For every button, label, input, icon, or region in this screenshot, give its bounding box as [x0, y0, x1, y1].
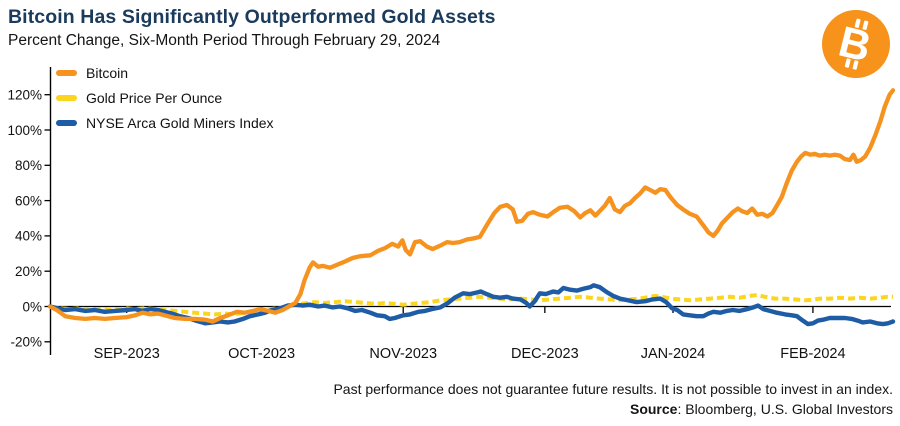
y-tick-label: 100% [7, 123, 42, 138]
y-tick-label: 20% [15, 264, 42, 279]
gold-line-swatch [56, 95, 77, 101]
source-label: Source [629, 401, 678, 417]
y-tick-label: 40% [15, 229, 42, 244]
legend-item-gold-miners: NYSE Arca Gold Miners Index [56, 114, 274, 132]
legend-label: NYSE Arca Gold Miners Index [86, 115, 274, 131]
series-line-gold-price-per-ounce [49, 293, 893, 317]
x-tick-label: NOV-2023 [369, 346, 437, 362]
source-text: Source: Bloomberg, U.S. Global Investors [630, 401, 893, 417]
x-tick-label: JAN-2024 [641, 346, 705, 362]
x-tick-label: OCT-2023 [228, 346, 295, 362]
y-tick-label: 80% [15, 158, 42, 173]
source-detail: : Bloomberg, U.S. Global Investors [677, 401, 893, 417]
bitcoin-line-swatch [56, 70, 77, 76]
legend-label: Bitcoin [86, 65, 129, 81]
bitcoin-logo-icon: B [834, 18, 876, 72]
y-tick-label: -20% [10, 335, 42, 350]
gold-miners-line-swatch [56, 120, 77, 126]
page-subtitle: Percent Change, Six-Month Period Through… [8, 32, 441, 49]
series-line-nyse-arca-gold-miners-index [47, 283, 896, 327]
legend-label: Gold Price Per Ounce [86, 90, 223, 106]
page-title: Bitcoin Has Significantly Outperformed G… [8, 6, 496, 28]
x-tick-label: SEP-2023 [94, 346, 160, 362]
y-tick-label: 0% [22, 299, 42, 314]
y-tick-label: 60% [15, 193, 42, 208]
x-tick-label: FEB-2024 [780, 346, 845, 362]
legend-item-gold: Gold Price Per Ounce [56, 89, 274, 107]
bitcoin-logo: B [822, 10, 890, 78]
legend-item-bitcoin: Bitcoin [56, 64, 274, 82]
chart-legend: Bitcoin Gold Price Per Ounce NYSE Arca G… [56, 64, 274, 132]
series-line-bitcoin [47, 88, 896, 324]
y-tick-label: 120% [7, 88, 42, 103]
x-tick-label: DEC-2023 [511, 346, 579, 362]
disclaimer-text: Past performance does not guarantee futu… [333, 381, 893, 397]
